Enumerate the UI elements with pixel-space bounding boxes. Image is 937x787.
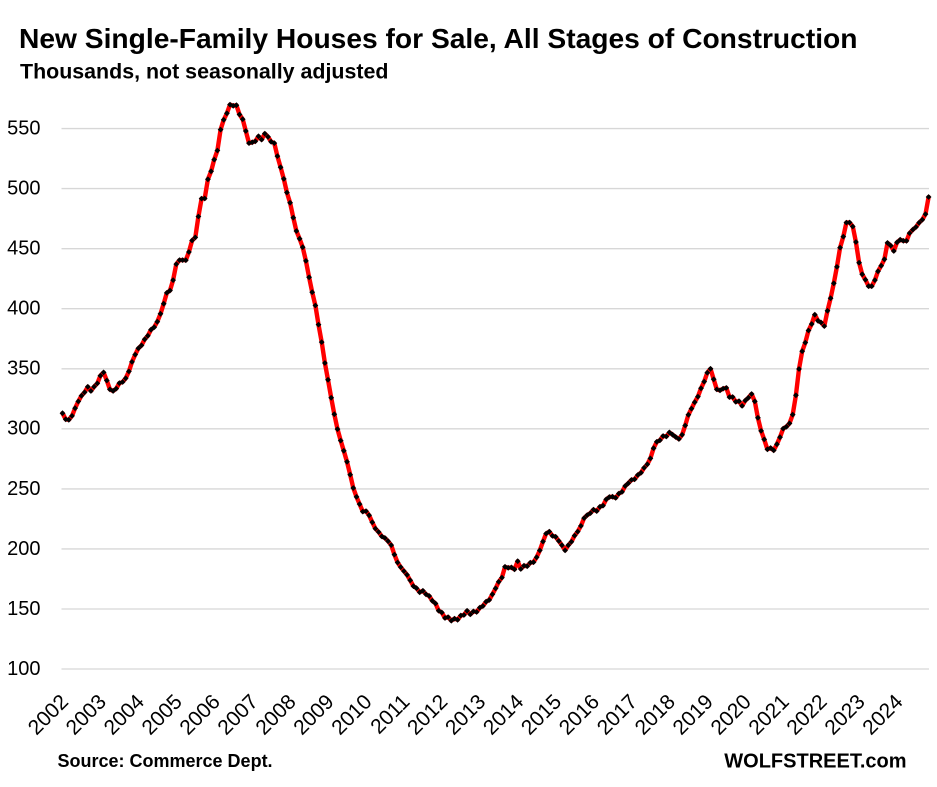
svg-text:500: 500: [7, 178, 40, 200]
svg-text:400: 400: [7, 298, 40, 320]
svg-text:150: 150: [7, 598, 40, 620]
svg-text:450: 450: [7, 238, 40, 260]
svg-text:100: 100: [7, 658, 40, 680]
svg-text:Thousands, not seasonally adju: Thousands, not seasonally adjusted: [20, 60, 388, 84]
svg-text:550: 550: [7, 118, 40, 140]
svg-text:300: 300: [7, 418, 40, 440]
svg-text:250: 250: [7, 478, 40, 500]
svg-text:New Single-Family Houses for S: New Single-Family Houses for Sale, All S…: [19, 22, 857, 54]
svg-text:200: 200: [7, 538, 40, 560]
svg-text:WOLFSTREET.com: WOLFSTREET.com: [724, 751, 906, 773]
svg-text:350: 350: [7, 358, 40, 380]
svg-text:Source: Commerce Dept.: Source: Commerce Dept.: [58, 751, 273, 771]
